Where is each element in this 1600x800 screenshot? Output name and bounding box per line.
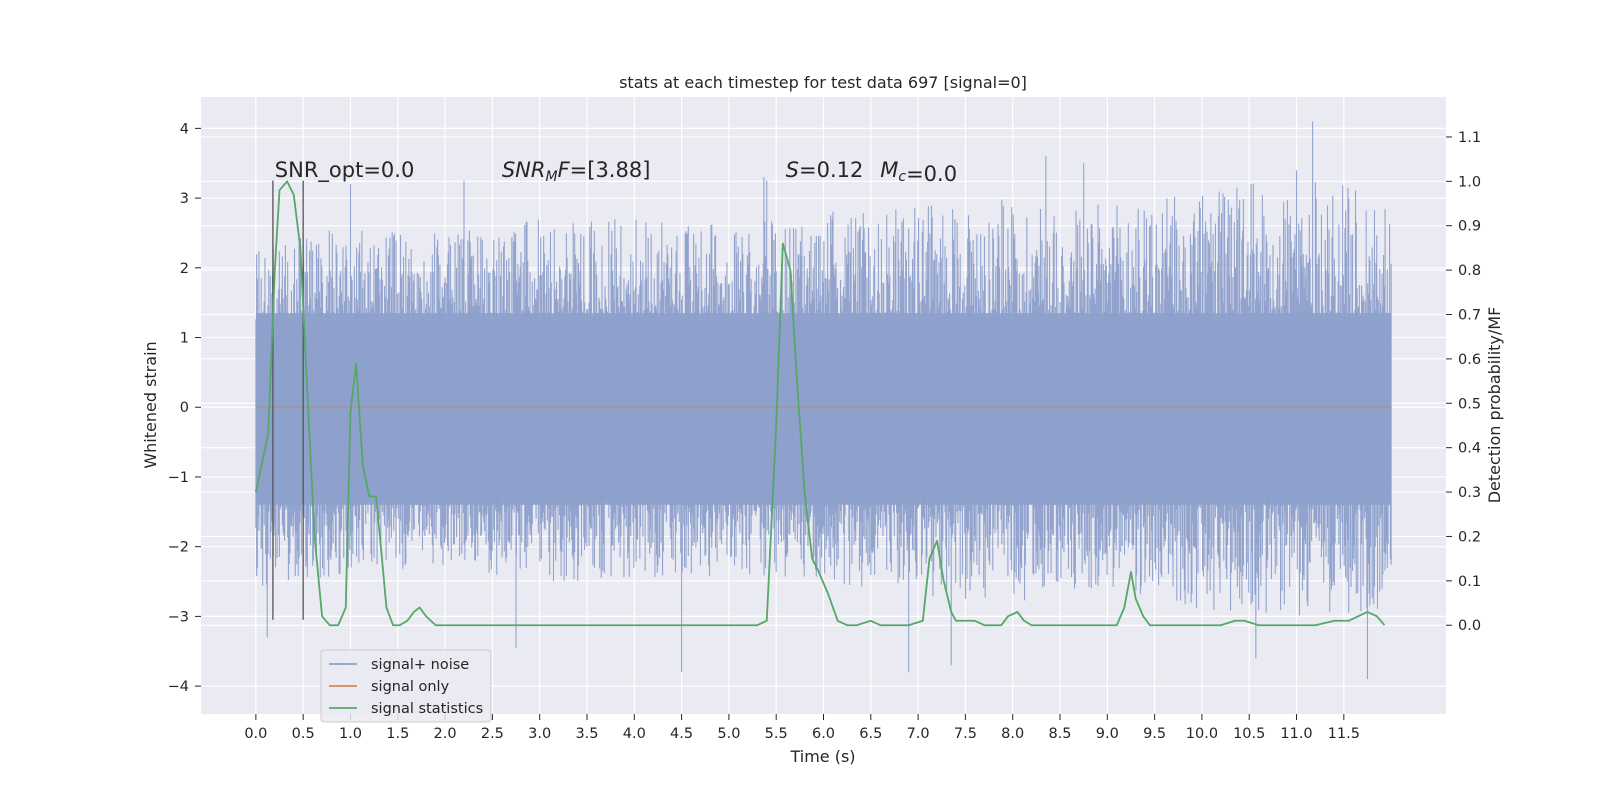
y-right-tick-label: 0.9 <box>1458 219 1481 235</box>
y-left-tick-label: 4 <box>180 121 189 137</box>
annotation-text: S=0.12 <box>786 158 864 182</box>
x-tick-label: 6.0 <box>812 726 835 742</box>
y-right-tick-label: 0.2 <box>1458 529 1481 545</box>
x-tick-label: 4.5 <box>670 726 693 742</box>
x-tick-label: 1.0 <box>339 726 362 742</box>
x-tick-label: 3.0 <box>528 726 551 742</box>
legend-label: signal only <box>371 679 450 695</box>
annotation-text: SNRMF=[3.88] <box>502 158 651 185</box>
y-axis-right-label: Detection probability/MF <box>1485 307 1504 504</box>
legend-box <box>320 649 492 723</box>
x-axis-label: Time (s) <box>789 747 855 766</box>
x-tick-label: 5.5 <box>765 726 788 742</box>
x-tick-label: 11.5 <box>1328 726 1360 742</box>
annotation-text: Mc=0.0 <box>880 158 957 186</box>
y-right-tick-label: 0.0 <box>1458 618 1481 634</box>
annotations: SNR_opt=0.0 SNRMF=[3.88] S=0.12 Mc=0.0 <box>275 158 957 186</box>
vertical-markers <box>272 180 304 620</box>
x-tick-label: 6.5 <box>859 726 882 742</box>
y-right-tick-label: 0.1 <box>1458 574 1481 590</box>
signal-statistics-line <box>254 180 1386 627</box>
x-tick-label: 11.0 <box>1280 726 1312 742</box>
y-right-tick-label: 1.1 <box>1458 130 1481 146</box>
x-tick-label: 8.0 <box>1001 726 1024 742</box>
y-left-tick-label: 2 <box>180 261 189 277</box>
y-right-tick-label: 0.4 <box>1458 441 1481 457</box>
x-tick-label: 5.0 <box>717 726 740 742</box>
y-right-tick-label: 0.8 <box>1458 263 1481 279</box>
x-tick-label: 3.5 <box>575 726 598 742</box>
y-right-tick-label: 1.0 <box>1458 174 1481 190</box>
x-tick-label: 8.5 <box>1048 726 1071 742</box>
x-tick-label: 4.0 <box>623 726 646 742</box>
y-left-tick-label: −2 <box>168 540 189 556</box>
y-left-tick-label: 0 <box>180 400 189 416</box>
legend: signal+ noise signal only signal statistic… <box>320 649 492 723</box>
x-tick-label: 7.0 <box>907 726 930 742</box>
y-left-tick-label: 1 <box>180 331 189 347</box>
y-right-tick-label: 0.3 <box>1458 485 1481 501</box>
y-left-tick-label: −4 <box>168 679 189 695</box>
x-tick-label: 2.5 <box>481 726 504 742</box>
y-left-tick-label: −3 <box>168 609 189 625</box>
y-axis-left-label: Whitened strain <box>141 341 160 468</box>
x-tick-label: 9.5 <box>1143 726 1166 742</box>
y-right-tick-label: 0.7 <box>1458 308 1481 324</box>
x-tick-label: 10.0 <box>1186 726 1218 742</box>
x-tick-label: 10.5 <box>1233 726 1265 742</box>
x-tick-label: 9.0 <box>1096 726 1119 742</box>
x-tick-label: 0.5 <box>292 726 315 742</box>
y-axis-left-ticks: 4 3 2 1 0 −1 −2 −3 −4 <box>168 121 201 695</box>
y-right-tick-label: 0.6 <box>1458 352 1481 368</box>
x-tick-label: 0.0 <box>244 726 267 742</box>
y-left-tick-label: 3 <box>180 191 189 207</box>
chart-title: stats at each timestep for test data 697… <box>619 73 1027 92</box>
series-signal-statistics <box>254 180 1386 627</box>
annotation-text: SNR_opt=0.0 <box>275 158 415 183</box>
x-tick-label: 1.5 <box>386 726 409 742</box>
y-axis-right-ticks: 1.1 1.0 0.9 0.8 0.7 0.6 0.5 0.4 0.3 0.2 0.1 0.0 <box>1446 130 1481 634</box>
legend-label: signal statistics <box>371 701 483 717</box>
y-right-tick-label: 0.5 <box>1458 396 1481 412</box>
x-tick-label: 2.0 <box>434 726 457 742</box>
legend-label: signal+ noise <box>371 657 469 673</box>
series-signal-plus-noise <box>255 121 1392 680</box>
x-tick-label: 7.5 <box>954 726 977 742</box>
y-left-tick-label: −1 <box>168 470 189 486</box>
x-axis-ticks: 0.0 0.5 1.0 1.5 2.0 2.5 3.0 3.5 4.0 4.5 5.0 5.5 6.0 6… <box>244 714 1360 742</box>
